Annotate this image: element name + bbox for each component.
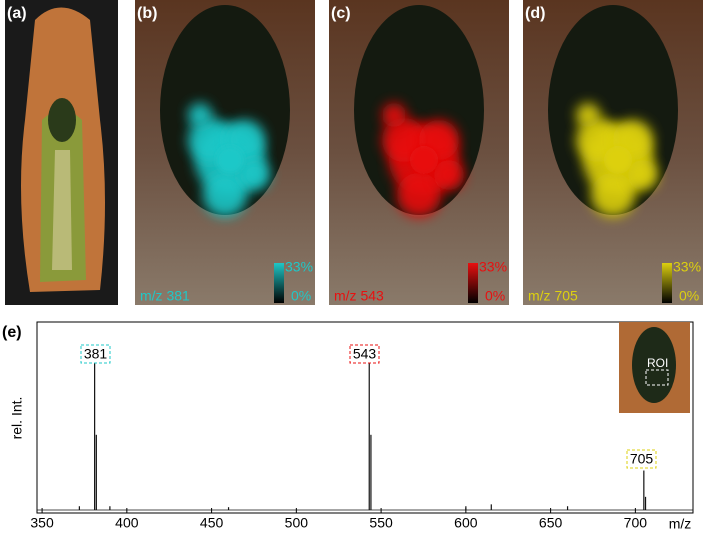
y-axis-label: rel. Int.	[9, 397, 25, 440]
scale-max: 33%	[285, 259, 313, 275]
peak-label: 543	[353, 346, 377, 362]
peak-label-box	[80, 344, 111, 364]
inset-label: ROI	[647, 356, 668, 370]
x-tick-label: 400	[115, 515, 139, 531]
peak-label-box	[626, 449, 657, 469]
peak-label: 705	[630, 451, 654, 467]
signal-blob	[203, 173, 247, 217]
peak-label: 381	[84, 346, 108, 362]
signal-core	[410, 146, 438, 174]
mz-label: m/z 705	[528, 288, 578, 304]
x-tick-label: 450	[200, 515, 224, 531]
ms-image	[135, 0, 315, 305]
panel-label: (d)	[525, 5, 545, 22]
x-tick-label: 700	[624, 515, 648, 531]
x-tick-label: 550	[369, 515, 393, 531]
ms-image	[329, 0, 509, 305]
signal-blob	[397, 173, 441, 217]
x-tick-label: 650	[539, 515, 563, 531]
scale-min: 0%	[485, 288, 505, 304]
signal-blob	[576, 103, 600, 127]
panel-label: (c)	[331, 5, 351, 22]
panel-label: (e)	[2, 324, 22, 341]
signal-blob	[382, 103, 406, 127]
colorbar	[274, 263, 284, 303]
x-tick-label: 600	[454, 515, 478, 531]
mz-label: m/z 543	[334, 288, 384, 304]
x-axis-label: m/z	[669, 516, 692, 532]
scale-min: 0%	[679, 288, 699, 304]
ms-image	[523, 0, 703, 305]
scale-min: 0%	[291, 288, 311, 304]
scale-max: 33%	[673, 259, 701, 275]
panel-label: (b)	[137, 5, 157, 22]
peak-label-box	[349, 344, 380, 364]
x-tick-label: 500	[285, 515, 309, 531]
colorbar	[662, 263, 672, 303]
scale-max: 33%	[479, 259, 507, 275]
signal-blob	[628, 160, 658, 190]
signal-blob	[188, 103, 212, 127]
photo-a	[5, 0, 118, 305]
colorbar	[468, 263, 478, 303]
mz-label: m/z 381	[140, 288, 190, 304]
signal-core	[216, 146, 244, 174]
panel-label: (a)	[7, 5, 27, 22]
x-tick-label: 350	[30, 515, 54, 531]
signal-blob	[434, 160, 464, 190]
signal-core	[604, 146, 632, 174]
plot-frame	[36, 321, 694, 514]
inset-image	[619, 322, 690, 413]
signal-blob	[591, 173, 635, 217]
signal-blob	[240, 160, 270, 190]
